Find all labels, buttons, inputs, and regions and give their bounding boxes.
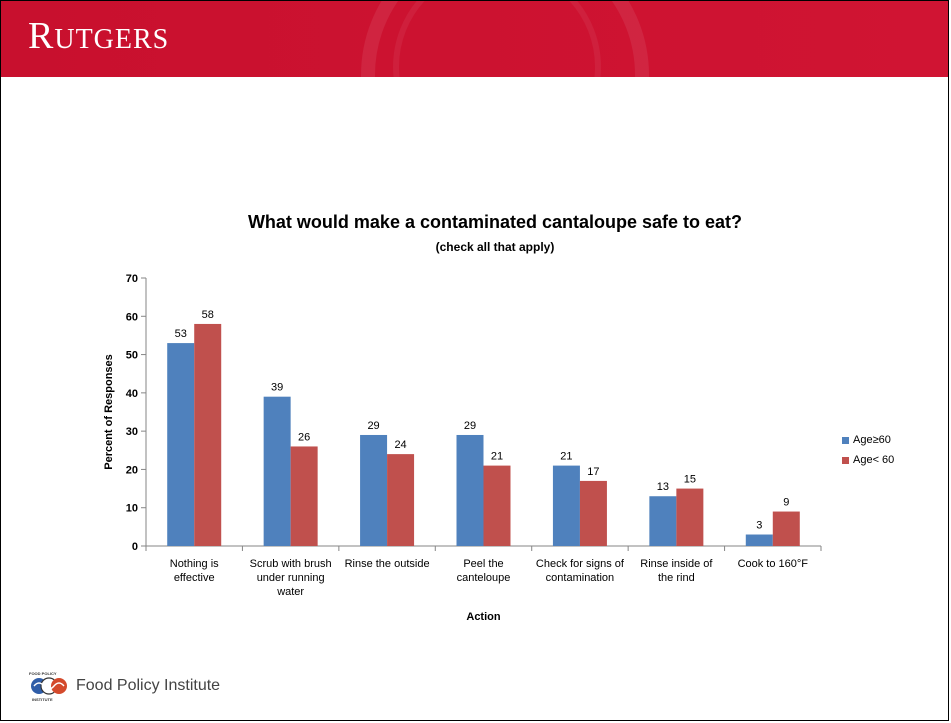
chart-legend: Age≥60 Age< 60	[842, 432, 894, 472]
data-label: 21	[560, 451, 572, 463]
chart-title: What would make a contaminated cantaloup…	[247, 212, 743, 232]
category-label: Rinse inside of	[640, 558, 713, 570]
category-label: under running	[257, 572, 325, 584]
category-label: Scrub with brush	[250, 558, 332, 570]
data-label: 21	[491, 451, 503, 463]
x-axis-title: Action	[466, 611, 501, 623]
category-label: Check for signs of	[536, 558, 625, 570]
bar-age-60-plus	[263, 396, 291, 546]
y-tick-label: 50	[126, 350, 138, 362]
fpi-logo-icon: FOOD POLICY INSTITUTE	[29, 671, 67, 702]
data-label: 53	[175, 328, 187, 340]
data-label: 17	[587, 466, 599, 478]
bar-age-60-plus	[552, 465, 580, 546]
category-label: Nothing is	[170, 558, 219, 570]
legend-label: Age< 60	[853, 454, 895, 466]
footer: FOOD POLICY INSTITUTE Food Policy Instit…	[28, 670, 220, 702]
y-tick-label: 20	[126, 464, 138, 476]
category-label: canteloupe	[457, 572, 511, 584]
y-tick-label: 60	[126, 311, 138, 323]
svg-text:INSTITUTE: INSTITUTE	[32, 697, 53, 702]
header-banner: RUTGERS	[1, 1, 948, 77]
bar-age-under-60	[387, 454, 415, 546]
category-label: Rinse the outside	[345, 558, 430, 570]
y-tick-label: 30	[126, 426, 138, 438]
legend-swatch-blue	[842, 436, 849, 444]
y-tick-label: 40	[126, 388, 138, 400]
data-label: 3	[756, 520, 762, 532]
category-label: contamination	[546, 572, 615, 584]
category-label: water	[276, 586, 304, 598]
bar-age-60-plus	[456, 434, 484, 546]
bar-age-under-60	[194, 323, 222, 546]
bar-age-under-60	[579, 480, 607, 546]
legend-swatch-red	[842, 456, 849, 464]
bar-age-60-plus	[360, 434, 388, 546]
bar-age-60-plus	[745, 534, 773, 546]
data-label: 29	[464, 420, 476, 432]
bar-age-under-60	[290, 446, 318, 546]
category-label: the rind	[658, 572, 695, 584]
svg-text:FOOD POLICY: FOOD POLICY	[29, 671, 57, 676]
footer-institute-name: Food Policy Institute	[76, 677, 221, 694]
category-label: effective	[174, 572, 215, 584]
bar-age-60-plus	[649, 496, 677, 546]
y-axis-title: Percent of Responses	[103, 354, 115, 470]
data-label: 58	[202, 309, 214, 321]
legend-label: Age≥60	[853, 434, 891, 446]
data-label: 39	[271, 382, 283, 394]
y-tick-label: 0	[132, 541, 138, 553]
chart-subtitle: (check all that apply)	[435, 240, 555, 254]
bar-age-60-plus	[167, 343, 195, 546]
y-tick-label: 10	[126, 503, 138, 515]
category-label: Cook to 160°F	[738, 558, 809, 570]
legend-item-age-under-60: Age< 60	[842, 452, 894, 468]
category-label: Peel the	[463, 558, 503, 570]
data-label: 24	[394, 439, 406, 451]
rutgers-logo: RUTGERS	[28, 15, 170, 57]
bar-age-under-60	[483, 465, 511, 546]
data-label: 13	[657, 481, 669, 493]
bar-age-under-60	[676, 488, 704, 546]
data-label: 26	[298, 431, 310, 443]
bar-age-under-60	[772, 511, 800, 546]
data-label: 15	[684, 474, 696, 486]
legend-item-age-60-plus: Age≥60	[842, 432, 894, 448]
data-label: 29	[367, 420, 379, 432]
data-label: 9	[783, 497, 789, 509]
y-tick-label: 70	[126, 273, 138, 285]
